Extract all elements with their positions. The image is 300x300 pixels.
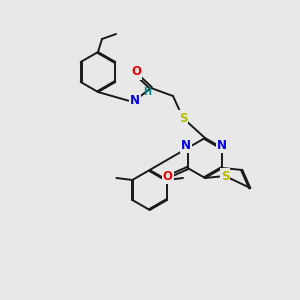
Text: H: H [143,87,151,97]
Text: S: S [221,169,229,182]
Text: O: O [163,169,173,182]
Text: N: N [181,139,191,152]
Text: S: S [179,112,187,124]
Text: O: O [131,65,141,79]
Text: N: N [217,139,227,152]
Text: N: N [130,94,140,106]
